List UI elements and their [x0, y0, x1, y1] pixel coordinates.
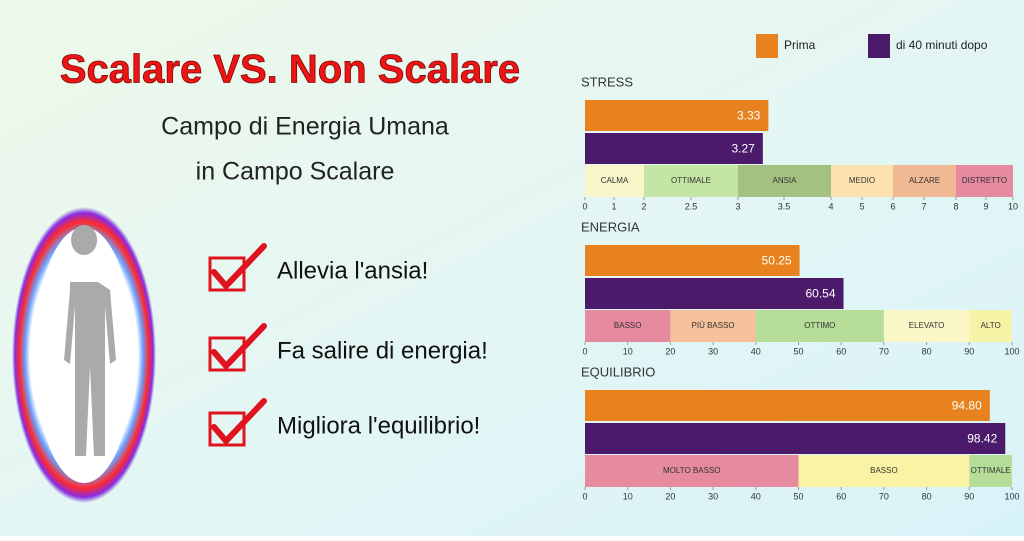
check-mark	[211, 243, 267, 289]
zone-label: ELEVATO	[909, 321, 945, 330]
x-tick-label: 9	[983, 201, 988, 211]
checkbox	[208, 256, 246, 292]
chart-title: EQUILIBRIO	[581, 364, 655, 379]
bar	[585, 133, 763, 164]
zone-label: ALTO	[981, 321, 1001, 330]
value-label: 50.25	[762, 254, 792, 268]
x-tick-label: 2.5	[685, 201, 698, 211]
x-tick-label: 60	[836, 491, 846, 501]
zone	[644, 165, 738, 197]
x-tick-label: 80	[922, 346, 932, 356]
zone	[969, 455, 1012, 487]
x-tick-label: 3	[735, 201, 740, 211]
x-tick-label: 0	[582, 491, 587, 501]
bar	[585, 100, 769, 131]
zone-label: DISTRETTO	[962, 176, 1007, 185]
zone	[585, 165, 644, 197]
subtitle: in Campo Scalare	[196, 158, 395, 186]
legend-label: di 40 minuti dopo	[896, 38, 988, 52]
x-tick-label: 70	[879, 491, 889, 501]
zone	[831, 165, 893, 197]
check-mark	[211, 323, 267, 369]
x-tick-label: 90	[964, 346, 974, 356]
legend-label: Prima	[784, 38, 816, 52]
zone-label: ANSIA	[772, 176, 797, 185]
value-label: 60.54	[805, 287, 835, 301]
zone-label: OTTIMO	[804, 321, 835, 330]
zone	[883, 310, 970, 342]
chart-title: ENERGIA	[581, 219, 640, 234]
benefit-text: Fa salire di energia!	[277, 337, 488, 364]
zone	[798, 455, 970, 487]
zone	[738, 165, 831, 197]
x-tick-label: 5	[859, 201, 864, 211]
x-tick-label: 7	[921, 201, 926, 211]
subtitle: Campo di Energia Umana	[161, 113, 449, 141]
x-tick-label: 3.5	[778, 201, 791, 211]
x-tick-label: 6	[890, 201, 895, 211]
zone	[585, 455, 799, 487]
x-tick-label: 40	[751, 346, 761, 356]
x-tick-label: 50	[793, 346, 803, 356]
x-tick-label: 100	[1004, 491, 1019, 501]
zone	[893, 165, 956, 197]
benefit-text: Allevia l'ansia!	[277, 257, 428, 284]
value-label: 94.80	[952, 399, 982, 413]
x-tick-label: 30	[708, 346, 718, 356]
bar	[585, 390, 990, 421]
x-tick-label: 90	[964, 491, 974, 501]
benefit-list: Allevia l'ansia! Fa salire di energia! Mig…	[208, 243, 488, 447]
zone-label: CALMA	[601, 176, 629, 185]
main-title: Scalare VS. Non Scalare	[60, 48, 520, 92]
charts: Prima di 40 minuti dopo STRESS 3.33 3.27 CALM…	[581, 34, 1020, 501]
value-label: 98.42	[967, 432, 997, 446]
zone	[956, 165, 1013, 197]
x-tick-label: 0	[582, 346, 587, 356]
bar	[585, 278, 844, 309]
zone-label: OTTIMALE	[671, 176, 711, 185]
zone-label: BASSO	[870, 466, 898, 475]
chart-title: STRESS	[581, 74, 633, 89]
benefit-text: Migliora l'equilibrio!	[277, 412, 480, 439]
x-tick-label: 70	[879, 346, 889, 356]
zone-label: BASSO	[614, 321, 642, 330]
x-tick-label: 30	[708, 491, 718, 501]
x-tick-label: 8	[953, 201, 958, 211]
zone	[755, 310, 884, 342]
x-tick-label: 0	[582, 201, 587, 211]
x-tick-label: 80	[922, 491, 932, 501]
x-tick-label: 10	[1008, 201, 1018, 211]
x-tick-label: 10	[623, 491, 633, 501]
x-tick-label: 20	[665, 491, 675, 501]
checkbox	[208, 336, 246, 372]
x-tick-label: 2	[641, 201, 646, 211]
bar	[585, 423, 1006, 454]
legend-swatch	[868, 34, 890, 58]
x-tick-label: 1	[611, 201, 616, 211]
x-tick-label: 100	[1004, 346, 1019, 356]
zone-label: MOLTO BASSO	[663, 466, 721, 475]
bar	[585, 245, 800, 276]
value-label: 3.27	[731, 142, 755, 156]
value-label: 3.33	[737, 109, 761, 123]
checkbox	[208, 411, 246, 447]
zone-label: PIÙ BASSO	[692, 321, 735, 330]
check-mark	[211, 398, 267, 444]
zone	[969, 310, 1012, 342]
aura-figure	[12, 207, 156, 503]
legend-swatch	[756, 34, 778, 58]
zone-label: MEDIO	[849, 176, 875, 185]
zone	[670, 310, 756, 342]
x-tick-label: 50	[793, 491, 803, 501]
x-tick-label: 20	[665, 346, 675, 356]
x-tick-label: 60	[836, 346, 846, 356]
x-tick-label: 4	[828, 201, 833, 211]
x-tick-label: 40	[751, 491, 761, 501]
zone-label: ALZARE	[909, 176, 940, 185]
x-tick-label: 10	[623, 346, 633, 356]
zone-label: OTTIMALE	[971, 466, 1011, 475]
zone	[585, 310, 671, 342]
